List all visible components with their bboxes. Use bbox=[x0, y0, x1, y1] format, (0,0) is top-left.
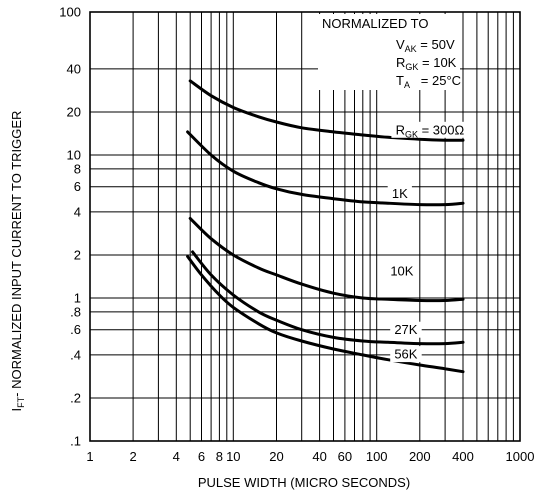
y-tick-label: 20 bbox=[67, 105, 81, 120]
note-line-vak: VAK = 50V bbox=[396, 37, 455, 54]
normalization-note: NORMALIZED TO VAK = 50V RGK = 10K TA = 2… bbox=[318, 14, 461, 90]
note-background bbox=[318, 14, 460, 90]
x-tick-label: 20 bbox=[269, 449, 283, 464]
curve-3 bbox=[188, 216, 465, 303]
curve-2 bbox=[186, 130, 465, 207]
x-tick-label: 400 bbox=[452, 449, 474, 464]
grid bbox=[89, 11, 521, 442]
curve-label-2: 1K bbox=[392, 186, 408, 201]
y-tick-label: 10 bbox=[67, 148, 81, 163]
y-tick-label: .6 bbox=[70, 322, 81, 337]
curve-4 bbox=[191, 250, 465, 346]
curve-1 bbox=[188, 79, 465, 142]
x-tick-label: 1 bbox=[86, 449, 93, 464]
tick-labels: 1 2 4 6 8 10 20 40 60 100 200 400 1000.1.2.4.6.81246… bbox=[59, 5, 534, 465]
curve-5 bbox=[186, 255, 465, 374]
y-tick-label: 8 bbox=[74, 161, 81, 176]
y-tick-label: .2 bbox=[70, 391, 81, 406]
x-tick-label: 2 bbox=[129, 449, 136, 464]
curve-label-background bbox=[390, 346, 422, 363]
y-tick-label: 6 bbox=[74, 179, 81, 194]
y-tick-label: .1 bbox=[70, 434, 81, 449]
x-tick-label: 100 bbox=[366, 449, 388, 464]
x-tick-label: 60 bbox=[338, 449, 352, 464]
x-tick-label: 40 bbox=[312, 449, 326, 464]
curve-label-4: 27K bbox=[394, 322, 417, 337]
note-heading: NORMALIZED TO bbox=[322, 16, 428, 31]
curve-label-background bbox=[387, 185, 412, 202]
x-tick-label: 8 bbox=[216, 449, 223, 464]
curve-labels: RGK = 300Ω 1K 10K 27K 56K bbox=[386, 121, 469, 363]
curve-label-background bbox=[386, 262, 418, 279]
x-tick-label: 6 bbox=[198, 449, 205, 464]
curve-label-background bbox=[391, 121, 469, 138]
y-tick-label: 4 bbox=[74, 204, 81, 219]
x-tick-label: 1000 bbox=[506, 449, 535, 464]
curve-label-5: 56K bbox=[394, 347, 417, 362]
y-tick-label: 2 bbox=[74, 248, 81, 263]
x-tick-label: 10 bbox=[226, 449, 240, 464]
y-tick-label: .4 bbox=[70, 347, 81, 362]
y-tick-label: 40 bbox=[67, 61, 81, 76]
curves bbox=[186, 79, 465, 374]
x-tick-label: 4 bbox=[173, 449, 180, 464]
curve-label-background bbox=[390, 321, 422, 338]
y-tick-label: 1 bbox=[74, 291, 81, 306]
plot-frame bbox=[89, 11, 521, 442]
note-line-ta: TA = 25°C bbox=[396, 73, 461, 90]
curve-label-1: RGK = 300Ω bbox=[396, 122, 465, 139]
x-axis-title: PULSE WIDTH (MICRO SECONDS) bbox=[198, 475, 410, 490]
y-tick-label: .8 bbox=[70, 304, 81, 319]
y-axis-title: IFT- NORMALIZED INPUT CURRENT TO TRIGGER bbox=[9, 111, 26, 412]
curve-label-3: 10K bbox=[390, 263, 413, 278]
x-tick-label: 200 bbox=[409, 449, 431, 464]
y-tick-label: 100 bbox=[59, 5, 81, 20]
note-line-rgk: RGK = 10K bbox=[396, 55, 457, 72]
